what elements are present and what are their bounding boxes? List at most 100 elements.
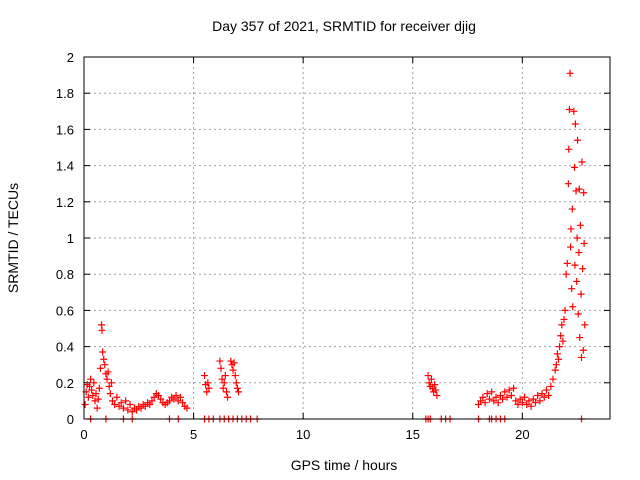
data-point <box>179 399 187 407</box>
data-point <box>229 366 237 374</box>
data-point <box>183 404 191 412</box>
data-point <box>157 395 165 403</box>
data-point <box>499 395 507 403</box>
data-point <box>176 393 184 401</box>
y-tick-label: 1 <box>67 231 74 246</box>
y-tick-label: 1.2 <box>56 195 74 210</box>
data-point <box>572 187 580 195</box>
data-point <box>488 388 496 396</box>
data-point <box>425 379 433 387</box>
data-point <box>573 234 581 242</box>
data-point <box>560 315 568 323</box>
data-point <box>578 353 586 361</box>
data-point <box>562 270 570 278</box>
data-point <box>501 388 509 396</box>
data-point <box>122 397 130 405</box>
data-point <box>115 402 123 410</box>
data-point <box>567 225 575 233</box>
data-point <box>574 310 582 318</box>
data-point <box>218 375 226 383</box>
data-point <box>571 120 579 128</box>
y-tick-label: 0.8 <box>56 267 74 282</box>
data-point <box>494 399 502 407</box>
y-tick-label: 0.2 <box>56 376 74 391</box>
y-tick-label: 1.4 <box>56 159 74 174</box>
data-point <box>222 388 230 396</box>
data-point <box>433 391 441 399</box>
data-point <box>525 397 533 405</box>
data-point <box>146 401 154 409</box>
x-tick-label: 10 <box>296 427 310 442</box>
data-point <box>531 399 539 407</box>
data-point <box>521 393 529 401</box>
data-point <box>554 355 562 363</box>
data-point <box>103 375 111 383</box>
data-point <box>174 397 182 405</box>
data-point <box>431 381 439 389</box>
y-tick-label: 0.4 <box>56 340 74 355</box>
data-point <box>113 393 121 401</box>
data-point <box>424 372 432 380</box>
data-point <box>540 393 548 401</box>
data-point <box>427 375 435 383</box>
y-tick-label: 2 <box>67 50 74 65</box>
data-point <box>99 348 107 356</box>
chart-title: Day 357 of 2021, SRMTID for receiver dji… <box>212 18 476 34</box>
data-point <box>128 408 136 416</box>
y-tick-label: 1.8 <box>56 86 74 101</box>
data-point <box>432 386 440 394</box>
data-point <box>137 404 145 412</box>
data-point <box>551 366 559 374</box>
data-point <box>94 395 102 403</box>
data-point <box>100 355 108 363</box>
data-point <box>512 397 520 405</box>
data-point <box>227 357 235 365</box>
x-axis-label: GPS time / hours <box>291 457 398 473</box>
data-point <box>111 401 119 409</box>
data-point <box>559 337 567 345</box>
data-point <box>557 332 565 340</box>
data-point <box>578 158 586 166</box>
data-point <box>148 397 156 405</box>
data-point <box>481 399 489 407</box>
data-point <box>126 401 134 409</box>
y-tick-label: 1.6 <box>56 122 74 137</box>
data-point <box>479 393 487 401</box>
data-point <box>93 404 101 412</box>
data-point <box>556 343 564 351</box>
data-point <box>95 384 103 392</box>
data-point <box>84 393 92 401</box>
data-point <box>576 334 584 342</box>
plot-frame <box>83 56 611 420</box>
data-point <box>217 364 225 372</box>
data-point <box>545 391 553 399</box>
data-point <box>98 326 106 334</box>
data-point <box>516 395 524 403</box>
x-tick-label: 15 <box>406 427 420 442</box>
data-point <box>580 239 588 247</box>
data-point <box>90 379 98 387</box>
data-point <box>170 395 178 403</box>
data-point <box>507 391 515 399</box>
data-point <box>203 388 211 396</box>
data-point <box>549 375 557 383</box>
data-point <box>224 393 232 401</box>
data-point <box>230 359 238 367</box>
x-axis-ticks: 0 5 10 15 20 <box>80 57 530 442</box>
data-point <box>231 372 239 380</box>
data-point <box>580 189 588 197</box>
data-point <box>496 391 504 399</box>
data-point <box>579 346 587 354</box>
data-point <box>172 391 180 399</box>
data-point <box>477 397 485 405</box>
data-point <box>483 390 491 398</box>
data-point <box>119 404 127 412</box>
data-point <box>108 397 116 405</box>
data-point <box>565 145 573 153</box>
data-point <box>514 401 522 409</box>
data-point <box>104 368 112 376</box>
data-point <box>527 402 535 410</box>
data-point <box>571 261 579 269</box>
data-point <box>201 372 209 380</box>
